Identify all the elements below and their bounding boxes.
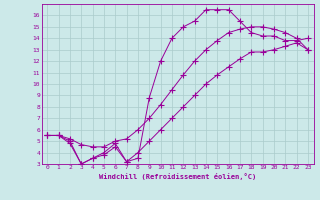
X-axis label: Windchill (Refroidissement éolien,°C): Windchill (Refroidissement éolien,°C) [99, 173, 256, 180]
